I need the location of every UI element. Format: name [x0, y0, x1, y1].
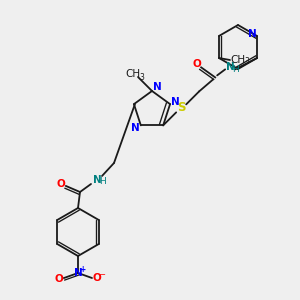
- Text: +: +: [79, 265, 85, 274]
- Text: N: N: [248, 29, 256, 39]
- Text: N: N: [93, 175, 101, 185]
- Text: N: N: [131, 123, 140, 134]
- Text: 3: 3: [244, 58, 249, 67]
- Text: N: N: [153, 82, 161, 92]
- Text: −: −: [98, 271, 106, 280]
- Text: CH: CH: [230, 55, 245, 65]
- Text: H: H: [232, 65, 238, 74]
- Text: N: N: [74, 268, 82, 278]
- Text: O: O: [93, 273, 101, 283]
- Text: S: S: [177, 101, 185, 114]
- Text: N: N: [226, 62, 235, 72]
- Text: O: O: [193, 59, 202, 69]
- Text: N: N: [171, 97, 179, 107]
- Text: H: H: [99, 178, 105, 187]
- Text: 3: 3: [140, 73, 144, 82]
- Text: O: O: [55, 274, 63, 284]
- Text: O: O: [57, 179, 65, 189]
- Text: CH: CH: [125, 69, 141, 79]
